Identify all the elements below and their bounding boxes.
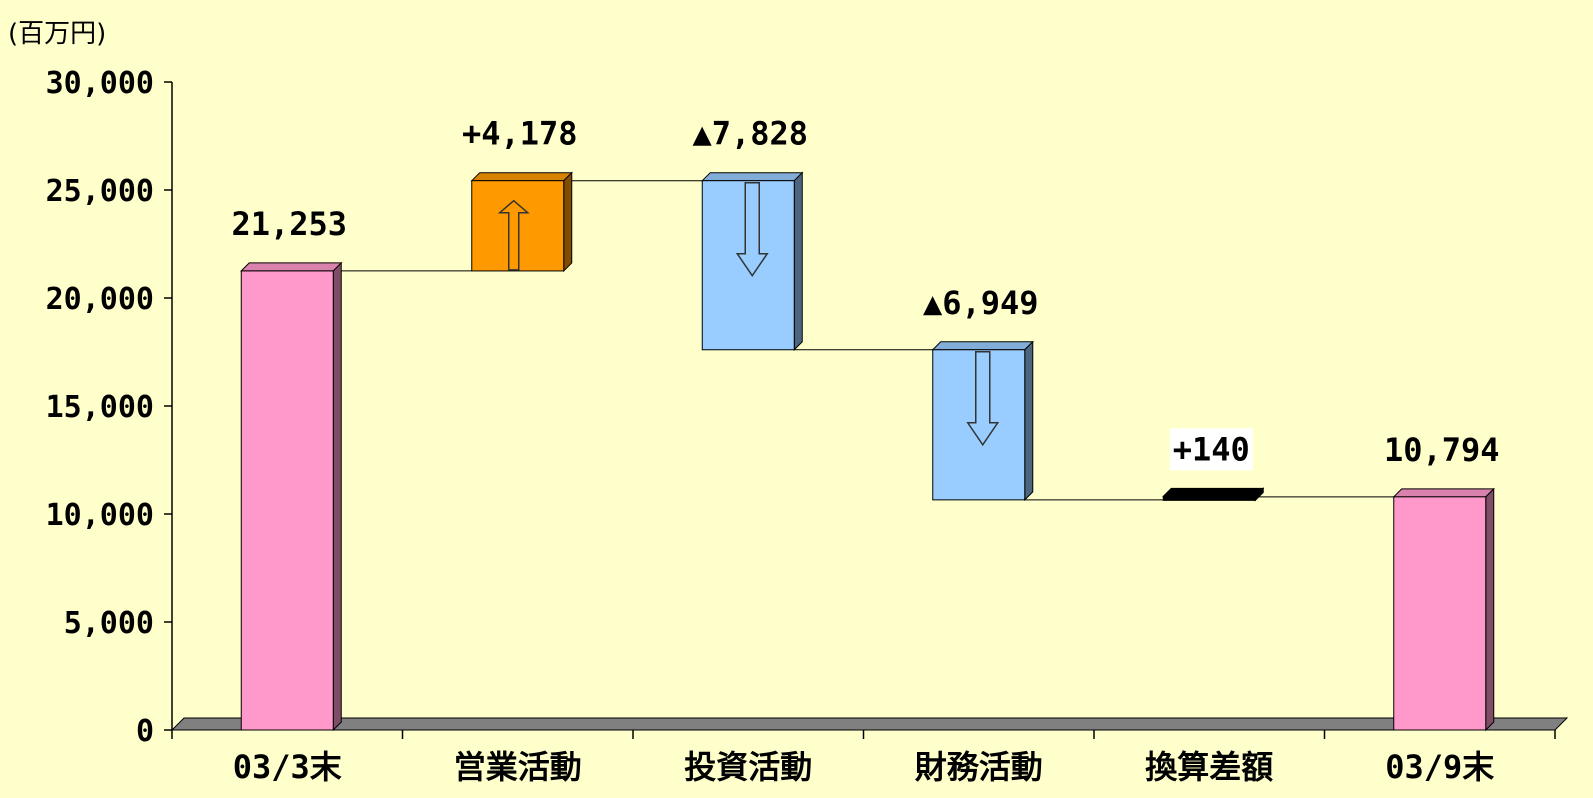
y-tick-label: 5,000	[64, 606, 154, 641]
waterfall-bar	[931, 340, 1034, 502]
data-label: ▲6,949	[923, 284, 1039, 322]
bar-front-face	[240, 270, 334, 731]
y-tick-label: 10,000	[46, 498, 154, 533]
x-tick-label: 財務活動	[915, 748, 1043, 786]
x-tick-label: 03/3末	[233, 748, 342, 786]
waterfall-bar	[1392, 487, 1495, 732]
y-tick-label: 25,000	[46, 174, 154, 209]
data-label: ▲7,828	[692, 115, 808, 153]
bar-front-face	[1393, 496, 1487, 731]
bar-top-face	[1392, 488, 1495, 498]
y-tick-label: 0	[136, 714, 154, 749]
x-tick-label: 投資活動	[684, 748, 812, 786]
bar-top-face	[240, 262, 343, 272]
data-label: 10,794	[1384, 431, 1500, 469]
data-label-background	[1169, 428, 1253, 471]
chart-floor	[170, 717, 1569, 731]
x-tick-label: 03/9末	[1385, 748, 1494, 786]
bar-top-face	[931, 341, 1034, 351]
data-label: +140	[1173, 430, 1250, 468]
y-tick-label: 20,000	[46, 282, 154, 317]
up-arrow-icon	[497, 199, 530, 271]
data-label: 21,253	[231, 205, 347, 243]
bar-side-face	[332, 261, 342, 732]
unit-label: (百万円)	[8, 19, 106, 49]
bar-front-face	[1162, 495, 1256, 501]
x-tick-label: 営業活動	[454, 748, 582, 786]
y-tick-label: 30,000	[46, 66, 154, 101]
waterfall-bar	[701, 171, 804, 351]
bar-side-face	[563, 171, 573, 273]
waterfall-bar	[470, 171, 573, 273]
bar-side-face	[1485, 487, 1495, 732]
waterfall-bar	[240, 261, 343, 732]
y-tick-label: 15,000	[46, 390, 154, 425]
bar-side-face	[1024, 340, 1034, 502]
waterfall-bar	[1162, 487, 1265, 502]
data-label: +4,178	[462, 115, 578, 153]
down-arrow-icon	[966, 351, 1000, 447]
bar-top-face	[701, 172, 804, 182]
x-tick-label: 換算差額	[1145, 748, 1273, 786]
down-arrow-icon	[735, 181, 769, 278]
bar-top-face	[470, 172, 573, 182]
bar-top-face	[1162, 487, 1265, 497]
bar-side-face	[793, 171, 803, 351]
